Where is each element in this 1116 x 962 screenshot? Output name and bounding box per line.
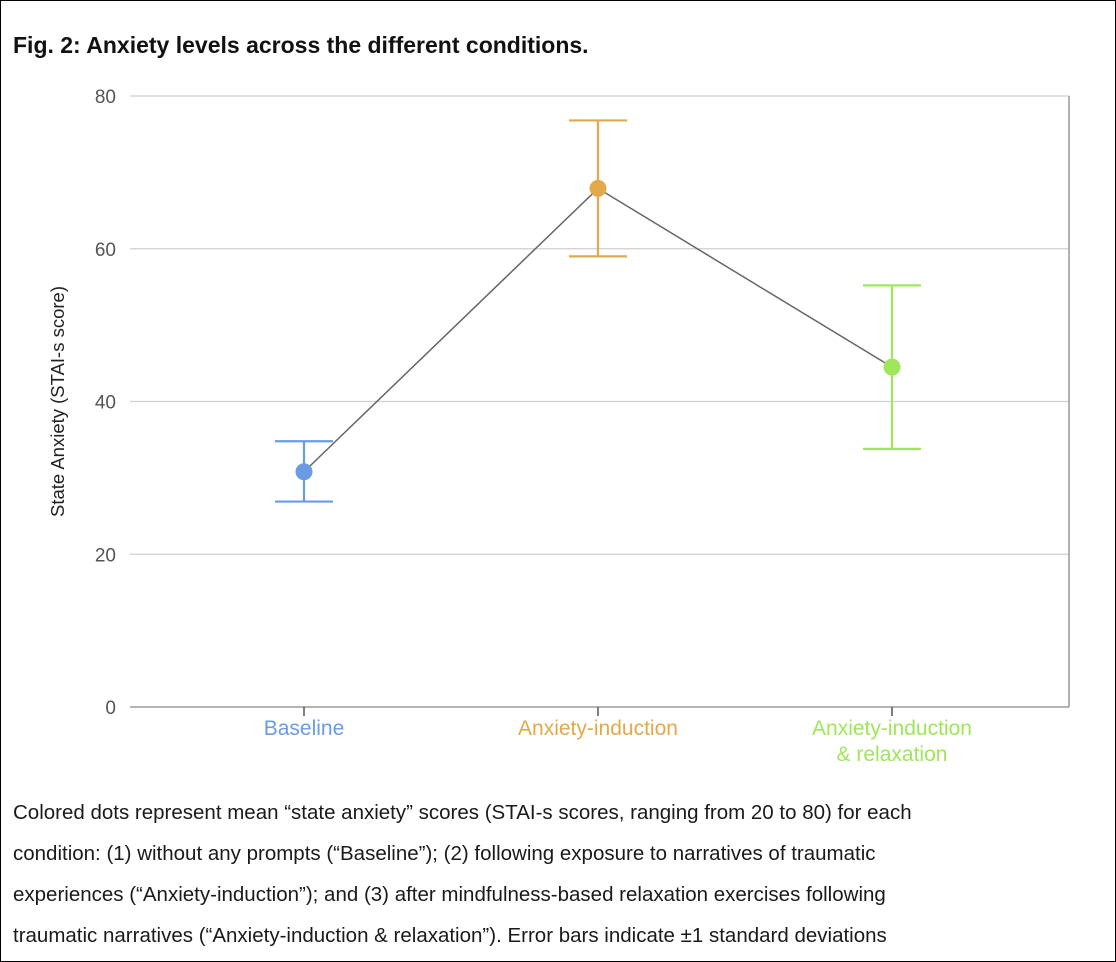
chart: 0 20 40 60 80 Baseline Anxiety-induction Anxiet… [47, 87, 1070, 766]
caption-line: condition: (1) without any prompts (“Bas… [13, 842, 876, 865]
y-tick-label: 0 [105, 698, 116, 719]
figure-caption: Colored dots represent mean “state anxie… [13, 792, 1103, 956]
figure-title: Fig. 2: Anxiety levels across the differ… [13, 32, 589, 58]
caption-line: experiences (“Anxiety-induction”); and (… [13, 883, 886, 906]
x-tick-label: Baseline [264, 717, 345, 740]
data-point [589, 179, 607, 197]
y-tick-label: 20 [95, 545, 116, 566]
y-tick-label: 80 [95, 87, 116, 108]
y-tick-label: 40 [95, 393, 116, 414]
caption-line: Colored dots represent mean “state anxie… [13, 801, 912, 824]
data-point [883, 358, 901, 376]
y-axis-label: State Anxiety (STAI-s score) [47, 286, 68, 517]
caption-line: traumatic narratives (“Anxiety-induction… [13, 924, 887, 947]
x-tick-label: Anxiety-induction [812, 717, 972, 740]
x-tick-label: Anxiety-induction [518, 717, 678, 740]
data-point [295, 463, 313, 481]
y-tick-label: 60 [95, 240, 116, 261]
x-tick-label: & relaxation [837, 743, 948, 766]
